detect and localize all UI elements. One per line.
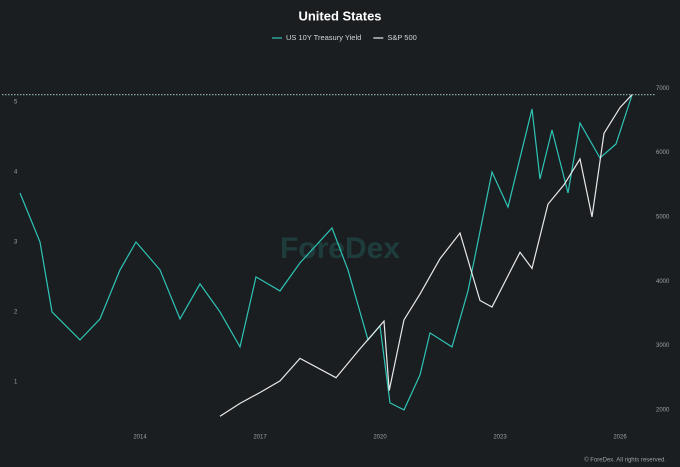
y2-tick-label: 4000 bbox=[656, 279, 670, 285]
x-tick-label: 2017 bbox=[253, 435, 267, 441]
y2-tick-label: 2000 bbox=[656, 407, 670, 413]
y2-tick-label: 3000 bbox=[656, 343, 670, 349]
legend: US 10Y Treasury Yield S&P 500 bbox=[272, 33, 417, 42]
x-tick-label: 2026 bbox=[613, 435, 627, 441]
series-line bbox=[219, 94, 633, 417]
y-tick-label: 5 bbox=[14, 100, 18, 106]
legend-label: US 10Y Treasury Yield bbox=[286, 33, 361, 42]
x-tick-label: 2020 bbox=[373, 435, 387, 441]
y2-tick-label: 7000 bbox=[656, 86, 670, 92]
y-tick-label: 4 bbox=[14, 170, 18, 176]
y2-tick-label: 6000 bbox=[656, 150, 670, 156]
y-tick-label: 3 bbox=[14, 240, 18, 246]
y-tick-label: 2 bbox=[14, 310, 18, 316]
legend-label: S&P 500 bbox=[387, 33, 416, 42]
chart-title: United States bbox=[298, 8, 381, 23]
x-tick-label: 2014 bbox=[133, 435, 147, 441]
y2-tick-label: 5000 bbox=[656, 214, 670, 220]
x-tick-label: 2023 bbox=[493, 435, 507, 441]
copyright: © ForeDex. All rights reserved. bbox=[584, 457, 666, 464]
y-tick-label: 1 bbox=[14, 379, 18, 385]
